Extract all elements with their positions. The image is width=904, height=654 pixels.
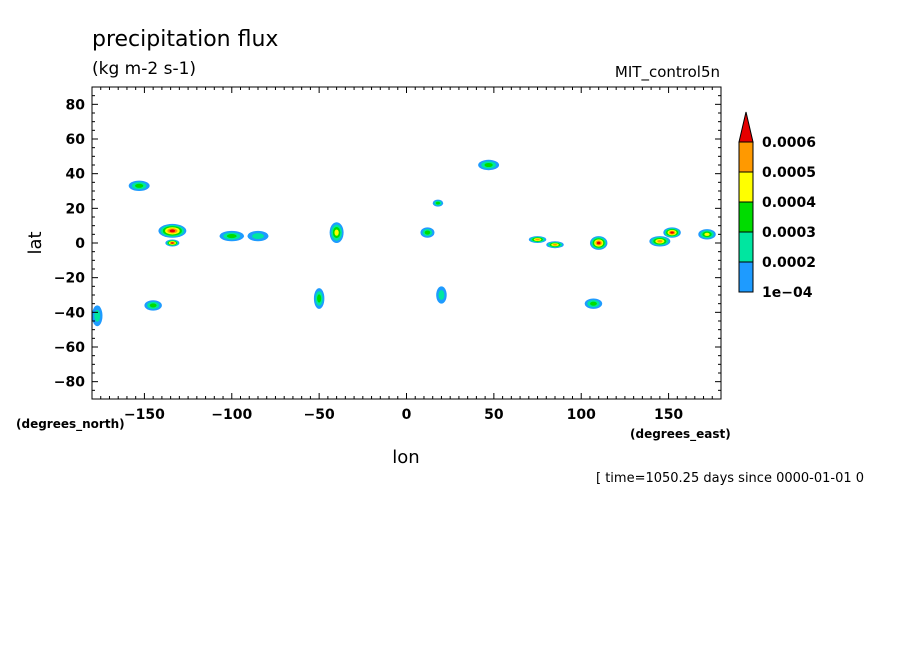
colorbar-arrow <box>738 111 754 143</box>
precip-feature-13 <box>663 227 681 238</box>
precip-contours <box>92 159 716 327</box>
y-tick-label: −20 <box>54 271 85 287</box>
y-tick-label: 60 <box>66 132 86 148</box>
precip-feature-8 <box>478 159 500 171</box>
precip-feature-2 <box>165 239 180 247</box>
precip-feature-4 <box>247 230 269 242</box>
contour-level-4 <box>657 239 663 243</box>
precip-feature-9 <box>528 236 547 244</box>
contour-level-5 <box>596 241 601 245</box>
precip-feature-6 <box>420 227 435 238</box>
contour-level-5 <box>169 229 176 233</box>
colorbar-label: 0.0004 <box>762 195 816 211</box>
precip-feature-18 <box>92 305 103 327</box>
y-units-label: (degrees_north) <box>16 417 125 432</box>
x-tick-label: 50 <box>484 407 504 423</box>
y-tick-label: −40 <box>54 305 85 321</box>
y-axis-title: lat <box>25 231 46 254</box>
precip-feature-15 <box>144 300 162 311</box>
colorbar-label: 0.0002 <box>762 255 816 271</box>
contour-level-2 <box>435 201 441 205</box>
precip-feature-5 <box>329 222 344 244</box>
chart-units: (kg m-2 s-1) <box>92 59 196 79</box>
time-footer: [ time=1050.25 days since 0000-01-01 0 <box>596 471 864 486</box>
colorbar-box <box>738 141 754 173</box>
precip-feature-19 <box>436 286 447 304</box>
contour-level-2 <box>149 303 157 308</box>
y-tick-label: 40 <box>66 167 86 183</box>
precip-feature-16 <box>313 288 325 309</box>
chart-title: precipitation flux <box>92 27 278 52</box>
colorbar-box <box>738 231 754 263</box>
colorbar-label: 0.0006 <box>762 135 816 151</box>
contour-level-4 <box>552 243 558 246</box>
contour-level-2 <box>226 234 237 239</box>
contour-level-1 <box>252 233 264 240</box>
contour-level-5 <box>670 231 674 234</box>
colorbar-box <box>738 171 754 203</box>
y-tick-label: 0 <box>75 236 85 252</box>
contour-level-4 <box>535 238 540 241</box>
x-tick-label: −100 <box>211 407 252 423</box>
x-tick-label: 100 <box>567 407 596 423</box>
precip-feature-14 <box>698 229 716 240</box>
precip-feature-17 <box>584 298 603 309</box>
contour-level-2 <box>424 230 431 235</box>
colorbar-label: 0.0003 <box>762 225 816 241</box>
plot-frame <box>91 86 722 400</box>
colorbar-box <box>738 201 754 233</box>
contour-level-3 <box>704 232 710 236</box>
contour-level-5 <box>170 242 174 244</box>
y-tick-label: −80 <box>54 375 85 391</box>
precip-feature-3 <box>219 230 245 242</box>
colorbar: 0.0006 0.0005 0.0004 0.0003 0.0002 1e−04 <box>738 111 816 301</box>
y-ticks: 80 60 40 20 0 −20 −40 −60 −80 <box>54 86 721 400</box>
y-tick-label: −60 <box>54 340 85 356</box>
x-axis-title: lon <box>392 447 419 468</box>
x-tick-label: 150 <box>654 407 683 423</box>
contour-level-2 <box>590 301 597 306</box>
contour-level-2 <box>484 162 493 168</box>
precip-feature-11 <box>589 236 608 250</box>
y-tick-label: 20 <box>66 201 86 217</box>
x-tick-label: 0 <box>402 407 412 423</box>
precip-feature-10 <box>546 241 564 249</box>
contour-level-2 <box>317 294 322 303</box>
dataset-label: MIT_control5n <box>615 63 720 82</box>
precip-feature-7 <box>432 199 444 207</box>
colorbar-label: 1e−04 <box>762 285 813 301</box>
contour-level-1 <box>438 290 445 300</box>
precip-feature-1 <box>158 223 187 238</box>
contour-level-3 <box>334 229 339 236</box>
x-ticks: −150 −100 −50 0 50 100 150 <box>100 87 713 423</box>
precip-feature-0 <box>128 180 150 191</box>
colorbar-label: 0.0005 <box>762 165 816 181</box>
x-tick-label: −150 <box>124 407 165 423</box>
y-tick-label: 80 <box>66 97 86 113</box>
colorbar-box <box>738 261 754 293</box>
contour-level-2 <box>135 183 144 188</box>
x-units-label: (degrees_east) <box>630 427 731 442</box>
contour-level-1 <box>94 309 101 322</box>
precip-feature-12 <box>649 236 671 247</box>
x-tick-label: −50 <box>304 407 335 423</box>
